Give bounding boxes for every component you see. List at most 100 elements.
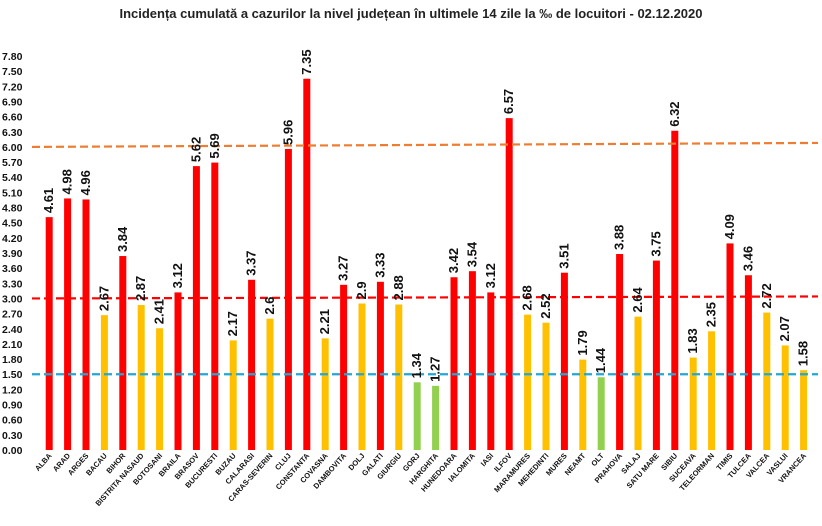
data-label: 1.58	[796, 341, 811, 366]
data-label: 6.57	[501, 89, 516, 114]
data-label: 3.46	[740, 246, 755, 271]
data-label: 1.27	[428, 357, 443, 382]
data-label: 3.54	[464, 241, 479, 267]
bar	[174, 292, 182, 450]
bar	[450, 277, 458, 450]
x-tick-label: NEAMT	[563, 451, 588, 477]
bar	[468, 271, 476, 450]
data-label: 2.67	[96, 286, 111, 311]
bar	[616, 254, 624, 450]
data-label: 3.27	[336, 256, 351, 281]
bar	[137, 305, 145, 450]
x-tick-label: ALBA	[33, 451, 54, 473]
y-tick-label: 3.60	[2, 263, 23, 275]
data-label: 3.75	[648, 231, 663, 256]
y-tick-label: 6.00	[2, 142, 23, 154]
y-tick-label: 1.20	[2, 384, 23, 396]
y-tick-label: 1.50	[2, 369, 23, 381]
bar	[634, 316, 642, 450]
bar	[560, 272, 568, 450]
bar	[671, 130, 679, 450]
y-tick-label: 0.90	[2, 400, 23, 412]
data-label: 4.98	[60, 169, 75, 194]
threshold-line-red	[31, 295, 819, 300]
data-label: 4.96	[78, 170, 93, 195]
bar	[597, 377, 605, 450]
y-tick-label: 7.50	[2, 66, 23, 78]
data-label: 5.96	[280, 120, 295, 145]
data-label: 2.07	[777, 316, 792, 341]
data-label: 3.12	[170, 263, 185, 288]
bar	[284, 148, 292, 450]
data-label: 3.42	[446, 248, 461, 273]
data-label: 6.32	[667, 101, 682, 126]
data-label: 5.69	[207, 133, 222, 158]
bar	[100, 315, 108, 450]
data-label: 2.21	[317, 309, 332, 334]
data-label: 3.37	[244, 250, 259, 275]
bar	[432, 385, 440, 450]
bar	[781, 345, 789, 450]
data-label: 7.35	[299, 49, 314, 74]
bar	[487, 292, 495, 450]
y-tick-label: 2.40	[2, 324, 23, 336]
y-tick-label: 6.30	[2, 127, 23, 139]
bar	[266, 318, 274, 450]
bar	[542, 322, 550, 450]
data-label: 2.35	[704, 302, 719, 327]
y-tick-label: 3.00	[2, 293, 23, 305]
bar	[652, 260, 660, 450]
bar	[689, 357, 697, 450]
bar	[763, 312, 771, 450]
data-label: 2.6	[262, 297, 277, 315]
data-label: 1.34	[409, 352, 424, 378]
chart-title: Incidența cumulată a cazurilor la nivel …	[119, 6, 703, 21]
data-label: 2.17	[225, 311, 240, 336]
bar	[192, 166, 200, 450]
bar	[505, 118, 513, 450]
threshold-line-orange	[31, 141, 819, 149]
data-label: 5.62	[188, 137, 203, 162]
y-tick-label: 0.30	[2, 430, 23, 442]
y-tick-label: 7.80	[2, 51, 23, 63]
data-label: 4.09	[722, 214, 737, 239]
bar	[395, 304, 403, 450]
bar	[82, 199, 90, 450]
bar	[156, 328, 164, 450]
bar	[340, 284, 348, 450]
y-tick-label: 4.80	[2, 203, 23, 215]
bar	[64, 198, 72, 450]
data-label: 4.61	[41, 188, 56, 213]
y-tick-label: 4.50	[2, 218, 23, 230]
data-label: 1.44	[593, 347, 608, 373]
bar	[119, 256, 127, 450]
data-label: 3.51	[556, 243, 571, 268]
y-tick-label: 3.30	[2, 278, 23, 290]
data-label: 3.33	[372, 252, 387, 277]
y-tick-label: 1.80	[2, 354, 23, 366]
bar	[303, 78, 311, 450]
y-tick-label: 5.70	[2, 157, 23, 169]
bar	[229, 340, 237, 450]
y-tick-label: 3.90	[2, 248, 23, 260]
data-label: 2.72	[759, 283, 774, 308]
bar	[358, 303, 366, 450]
bar	[800, 370, 808, 450]
y-tick-label: 4.20	[2, 233, 23, 245]
y-tick-label: 7.20	[2, 81, 23, 93]
bar	[726, 243, 734, 450]
bar	[376, 281, 384, 450]
bar	[321, 338, 329, 450]
bar	[45, 217, 53, 450]
bar	[708, 331, 716, 450]
y-tick-label: 0.00	[2, 445, 23, 457]
data-label: 2.41	[152, 299, 167, 324]
data-label: 3.12	[483, 263, 498, 288]
data-label: 3.88	[612, 225, 627, 250]
y-tick-label: 2.10	[2, 339, 23, 351]
data-label: 2.9	[354, 281, 369, 299]
data-label: 2.68	[520, 285, 535, 310]
data-label: 3.84	[115, 226, 130, 252]
data-label: 1.79	[575, 330, 590, 355]
